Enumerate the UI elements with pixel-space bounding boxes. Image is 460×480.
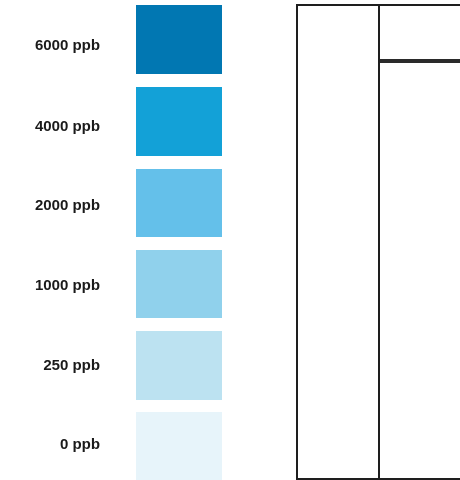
legend-label-4000: 4000 ppb (34, 118, 100, 135)
legend-label-1000: 1000 ppb (34, 277, 100, 294)
fill-level-line (380, 59, 460, 63)
legend-swatch-6000 (136, 5, 222, 74)
legend-swatch-2000 (136, 169, 222, 237)
legend-swatch-250 (136, 331, 222, 400)
legend-label-6000: 6000 ppb (34, 37, 100, 54)
legend-swatch-1000 (136, 250, 222, 318)
legend-swatch-4000 (136, 87, 222, 156)
legend-swatch-0 (136, 412, 222, 480)
legend-label-0: 0 ppb (60, 436, 100, 453)
legend-label-250: 250 ppb (43, 357, 100, 374)
frame-divider (378, 4, 380, 480)
legend-label-2000: 2000 ppb (34, 197, 100, 214)
